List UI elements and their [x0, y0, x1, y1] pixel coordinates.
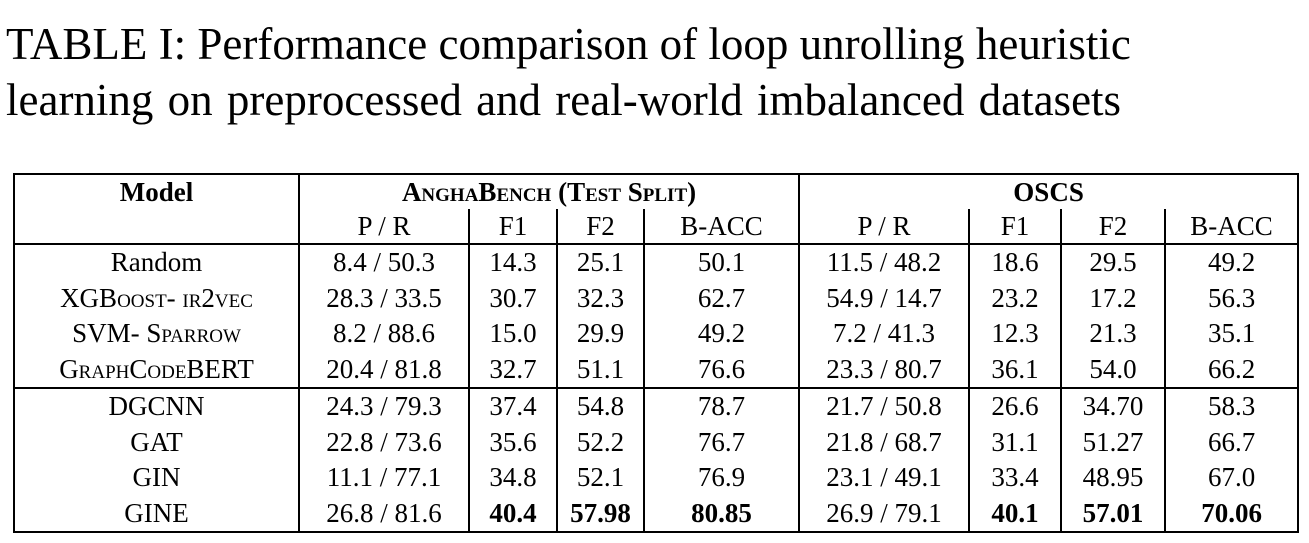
- cell-oscs-f2: 57.01: [1061, 495, 1167, 532]
- cell-anghabench-f2: 52.2: [557, 424, 645, 460]
- group-header-anghabench: AnghaBench (Test Split): [299, 174, 801, 209]
- cell-oscs-bacc: 66.7: [1207, 426, 1256, 457]
- metric-header: B-ACC: [644, 209, 801, 245]
- cell-anghabench-f2: 29.9: [557, 316, 645, 352]
- cell-oscs-pr: 7.2 / 41.3: [799, 316, 971, 352]
- cell-oscs-bacc: 66.2: [1207, 353, 1256, 384]
- cell-anghabench-bacc: 76.9: [644, 460, 801, 496]
- cell-oscs-f1: 18.6: [969, 244, 1063, 281]
- cell-oscs-f1: 40.1: [969, 495, 1063, 532]
- table-row: GINE 26.8 / 81.6 40.4 57.98 80.85 26.9 / 79.1…: [14, 495, 1298, 532]
- cell-oscs-pr: 21.7 / 50.8: [799, 387, 971, 425]
- model-name: GINE: [14, 495, 300, 532]
- metric-header: P / R: [799, 209, 971, 245]
- cell-oscs-f2: 51.27: [1061, 424, 1167, 460]
- cell-anghabench-bacc: 76.6: [644, 351, 801, 388]
- cell-oscs-f2: 54.0: [1061, 351, 1167, 388]
- cell-oscs-f1: 33.4: [969, 460, 1063, 496]
- cell-oscs-f1: 36.1: [969, 351, 1063, 388]
- cell-oscs-pr: 23.3 / 80.7: [799, 351, 971, 388]
- cell-anghabench-f1: 15.0: [469, 316, 558, 352]
- group-header-oscs: OSCS: [1013, 176, 1084, 207]
- table-caption: TABLE I: Performance comparison of loop …: [6, 16, 1306, 128]
- model-name: XGBoost- ir2vec: [14, 280, 300, 316]
- metric-header: F2: [1061, 209, 1167, 245]
- cell-oscs-pr: 26.9 / 79.1: [799, 495, 971, 532]
- cell-oscs-f2: 34.70: [1061, 387, 1167, 425]
- cell-anghabench-f2: 32.3: [557, 280, 645, 316]
- model-name: GAT: [14, 424, 300, 460]
- cell-oscs-pr: 21.8 / 68.7: [799, 424, 971, 460]
- table-body: Random 8.4 / 50.3 14.3 25.1 50.1 11.5 / 48.2 1…: [14, 244, 1299, 532]
- cell-anghabench-f2: 54.8: [557, 387, 645, 425]
- cell-anghabench-bacc: 49.2: [644, 316, 801, 352]
- cell-anghabench-f1: 14.3: [469, 244, 558, 281]
- cell-anghabench-bacc: 76.7: [644, 424, 801, 460]
- cell-anghabench-pr: 8.4 / 50.3: [299, 244, 470, 281]
- cell-anghabench-bacc: 62.7: [644, 280, 801, 316]
- cell-anghabench-f1: 32.7: [469, 351, 558, 388]
- cell-anghabench-bacc: 50.1: [644, 244, 801, 281]
- cell-oscs-f2: 48.95: [1061, 460, 1167, 496]
- model-header: Model: [14, 174, 300, 245]
- header-row-groups: Model AnghaBench (Test Split) OSCS: [14, 174, 1298, 245]
- cell-anghabench-f1: 30.7: [469, 280, 558, 316]
- cell-anghabench-pr: 8.2 / 88.6: [299, 316, 470, 352]
- cell-oscs-bacc: 70.06: [1201, 497, 1262, 528]
- metric-header: P / R: [299, 209, 470, 245]
- cell-oscs-f1: 31.1: [969, 424, 1063, 460]
- cell-oscs-pr: 54.9 / 14.7: [799, 280, 971, 316]
- table-row: XGBoost- ir2vec 28.3 / 33.5 30.7 32.3 62.7 54…: [14, 280, 1298, 316]
- metric-header: F2: [557, 209, 645, 245]
- cell-oscs-f1: 26.6: [969, 387, 1063, 425]
- results-table: Model AnghaBench (Test Split) OSCS P / R…: [13, 173, 1300, 533]
- cell-oscs-bacc: 67.0: [1207, 462, 1256, 493]
- metric-header: B-ACC: [1165, 209, 1299, 245]
- cell-anghabench-pr: 24.3 / 79.3: [299, 387, 470, 425]
- table-row: GAT 22.8 / 73.6 35.6 52.2 76.7 21.8 / 68.7 31.…: [14, 424, 1298, 460]
- header-row-metrics: P / R F1 F2 B-ACC P / R F1 F2 B-ACC: [14, 209, 1299, 245]
- caption-line-2: learning on preprocessed and real-world …: [6, 75, 1122, 125]
- cell-oscs-bacc: 35.1: [1207, 318, 1256, 349]
- cell-anghabench-pr: 20.4 / 81.8: [299, 351, 470, 388]
- cell-oscs-pr: 23.1 / 49.1: [799, 460, 971, 496]
- model-name: GIN: [14, 460, 300, 496]
- table-row: SVM- Sparrow 8.2 / 88.6 15.0 29.9 49.2 7.2 / …: [14, 316, 1298, 352]
- cell-oscs-f2: 29.5: [1061, 244, 1167, 281]
- cell-oscs-bacc: 49.2: [1207, 247, 1256, 278]
- cell-anghabench-f2: 51.1: [557, 351, 645, 388]
- cell-anghabench-pr: 26.8 / 81.6: [299, 495, 470, 532]
- model-name: GraphCodeBERT: [14, 351, 300, 388]
- table-row: Random 8.4 / 50.3 14.3 25.1 50.1 11.5 / 48.2 1…: [14, 244, 1298, 281]
- cell-oscs-f1: 12.3: [969, 316, 1063, 352]
- caption-line-1: TABLE I: Performance comparison of loop …: [6, 19, 1131, 69]
- cell-anghabench-f1: 34.8: [469, 460, 558, 496]
- cell-anghabench-f1: 37.4: [469, 387, 558, 425]
- cell-anghabench-f2: 25.1: [557, 244, 645, 281]
- cell-oscs-f1: 23.2: [969, 280, 1063, 316]
- cell-anghabench-bacc: 80.85: [644, 495, 801, 532]
- cell-anghabench-f2: 57.98: [557, 495, 645, 532]
- table-row: DGCNN 24.3 / 79.3 37.4 54.8 78.7 21.7 / 50.8 2…: [14, 387, 1299, 425]
- cell-anghabench-bacc: 78.7: [644, 387, 801, 425]
- cell-anghabench-pr: 22.8 / 73.6: [299, 424, 470, 460]
- cell-anghabench-f2: 52.1: [557, 460, 645, 496]
- cell-oscs-bacc: 56.3: [1207, 282, 1256, 313]
- cell-oscs-f2: 17.2: [1061, 280, 1167, 316]
- model-name: DGCNN: [14, 387, 300, 425]
- model-name: Random: [14, 244, 300, 281]
- cell-oscs-bacc: 58.3: [1165, 387, 1299, 425]
- cell-oscs-pr: 11.5 / 48.2: [799, 244, 971, 281]
- cell-anghabench-pr: 28.3 / 33.5: [299, 280, 470, 316]
- model-name: SVM- Sparrow: [14, 316, 300, 352]
- cell-anghabench-pr: 11.1 / 77.1: [299, 460, 470, 496]
- metric-header: F1: [469, 209, 558, 245]
- metric-header: F1: [969, 209, 1063, 245]
- cell-anghabench-f1: 40.4: [469, 495, 558, 532]
- table-row: GIN 11.1 / 77.1 34.8 52.1 76.9 23.1 / 49.1 33.…: [14, 460, 1298, 496]
- cell-anghabench-f1: 35.6: [469, 424, 558, 460]
- table-row: GraphCodeBERT 20.4 / 81.8 32.7 51.1 76.6 23.3…: [14, 351, 1298, 388]
- cell-oscs-f2: 21.3: [1061, 316, 1167, 352]
